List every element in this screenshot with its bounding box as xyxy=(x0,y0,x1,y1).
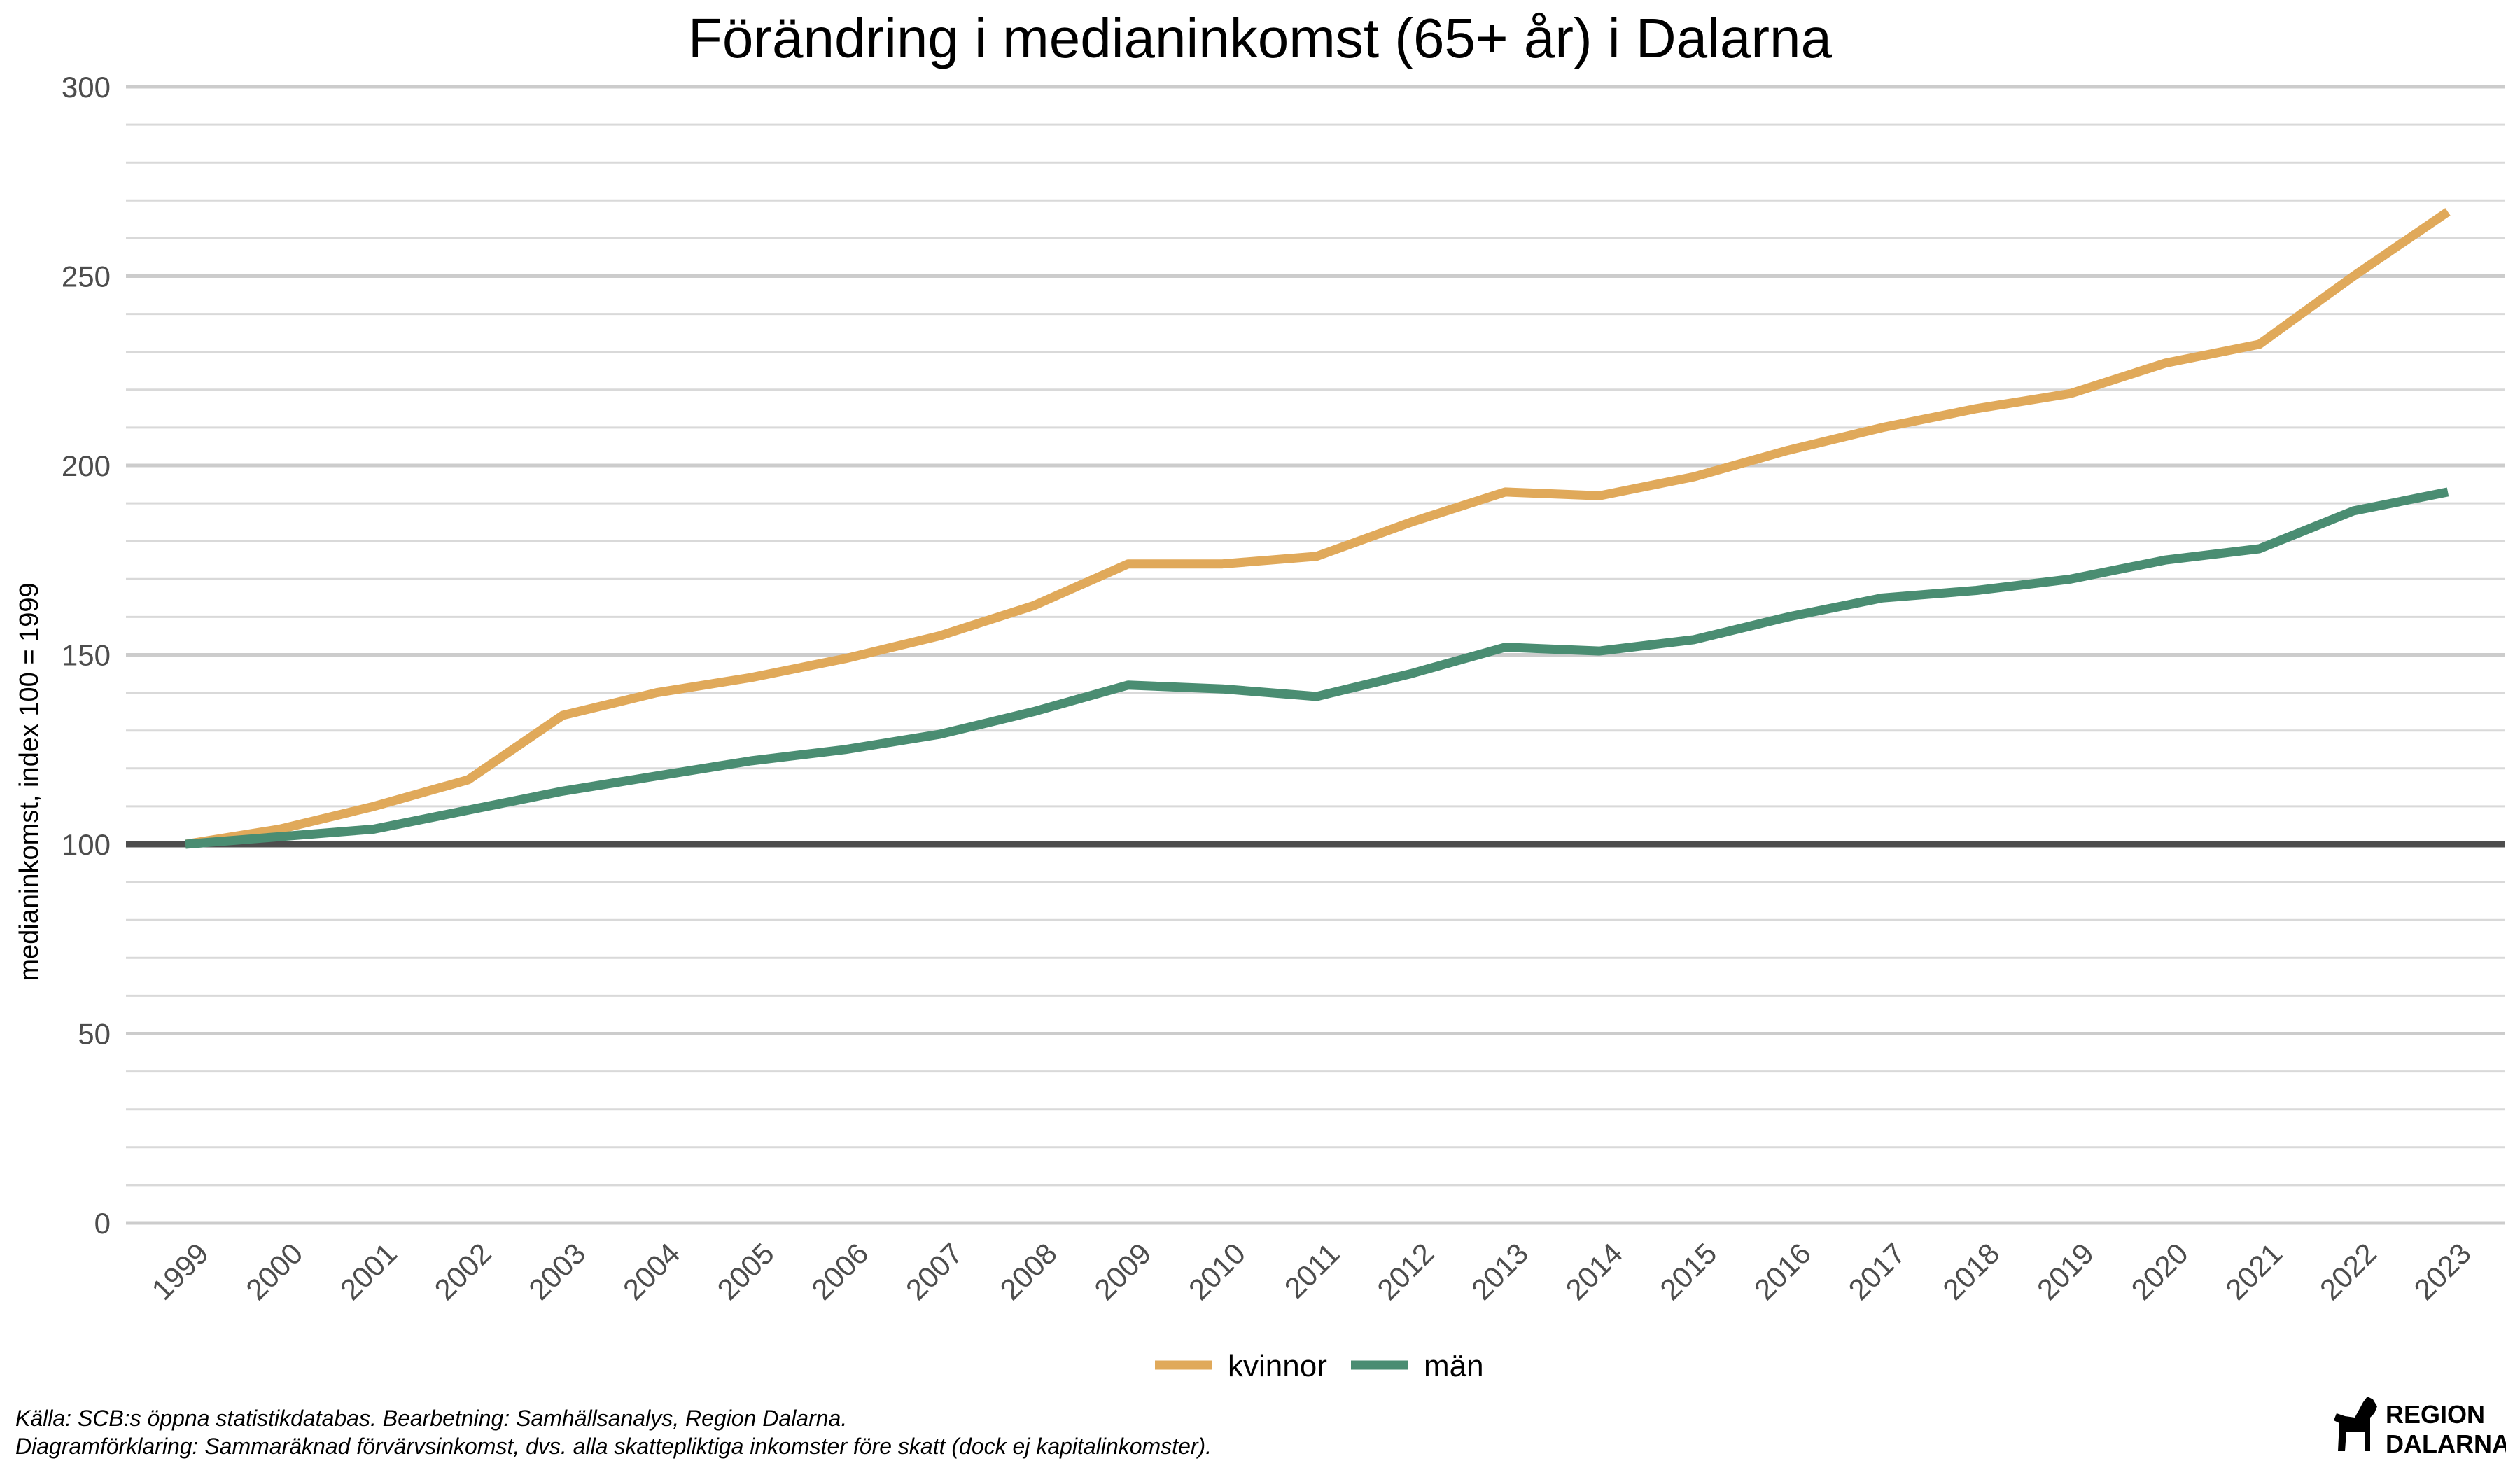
x-tick-label: 2001 xyxy=(334,1237,403,1306)
x-tick-label: 2011 xyxy=(1278,1237,1346,1305)
footer-source: Källa: SCB:s öppna statistikdatabas. Bea… xyxy=(15,1406,848,1431)
x-tick-label: 1999 xyxy=(146,1237,215,1306)
x-tick-label: 2004 xyxy=(617,1237,686,1306)
logo-text-dalarna: DALARNA xyxy=(2386,1429,2506,1458)
y-axis-label: medianinkomst, index 100 = 1999 xyxy=(15,582,44,981)
legend-label: män xyxy=(1424,1349,1484,1383)
x-tick-label: 2000 xyxy=(239,1237,309,1306)
x-tick-label: 2017 xyxy=(1842,1237,1912,1306)
legend: kvinnor män xyxy=(1155,1349,1484,1383)
dala-horse-icon xyxy=(2334,1396,2377,1451)
y-tick-label: 300 xyxy=(62,71,111,104)
x-tick-label: 2008 xyxy=(994,1237,1063,1306)
y-tick-label: 200 xyxy=(62,449,111,482)
grid-lines xyxy=(126,85,2505,1225)
x-tick-label: 2002 xyxy=(428,1237,498,1306)
x-tick-label: 2009 xyxy=(1088,1237,1157,1306)
x-tick-label: 2015 xyxy=(1653,1237,1723,1306)
x-tick-label: 2012 xyxy=(1371,1237,1440,1306)
x-tick-label: 2010 xyxy=(1182,1237,1252,1306)
y-tick-label: 150 xyxy=(62,639,111,672)
series-line-kvinnor xyxy=(184,208,2451,849)
logo-text-region: REGION xyxy=(2386,1400,2485,1429)
footer-explanation: Diagramförklaring: Sammaräknad förvärvsi… xyxy=(15,1434,1212,1459)
x-tick-label: 2003 xyxy=(522,1237,592,1306)
y-tick-label: 250 xyxy=(62,260,111,293)
x-tick-label: 2006 xyxy=(805,1237,874,1306)
x-tick-label: 2005 xyxy=(711,1237,780,1306)
x-tick-label: 2016 xyxy=(1748,1237,1817,1306)
y-tick-label: 100 xyxy=(62,828,111,861)
chart-title: Förändring i medianinkomst (65+ år) i Da… xyxy=(688,7,1833,69)
series-line-man xyxy=(185,487,2449,849)
x-axis-ticks: 1999 2000 2001 2002 2003 2004 2005 2006 2007 2008… xyxy=(146,1237,2477,1306)
region-dalarna-logo: REGION DALARNA xyxy=(2334,1396,2506,1458)
x-tick-label: 2007 xyxy=(899,1237,969,1306)
y-tick-label: 0 xyxy=(94,1207,111,1240)
series-lines xyxy=(184,208,2451,849)
y-tick-label: 50 xyxy=(78,1018,111,1051)
legend-label: kvinnor xyxy=(1228,1349,1327,1383)
y-axis-ticks: 0 50 100 150 200 250 300 xyxy=(62,71,111,1240)
x-tick-label: 2018 xyxy=(1936,1237,2005,1306)
x-tick-label: 2014 xyxy=(1560,1237,1629,1306)
x-tick-label: 2013 xyxy=(1465,1237,1534,1306)
x-tick-label: 2022 xyxy=(2314,1237,2383,1306)
x-tick-label: 2021 xyxy=(2219,1237,2288,1306)
x-tick-label: 2023 xyxy=(2408,1237,2477,1306)
x-tick-label: 2019 xyxy=(2031,1237,2100,1306)
x-tick-label: 2020 xyxy=(2125,1237,2194,1306)
